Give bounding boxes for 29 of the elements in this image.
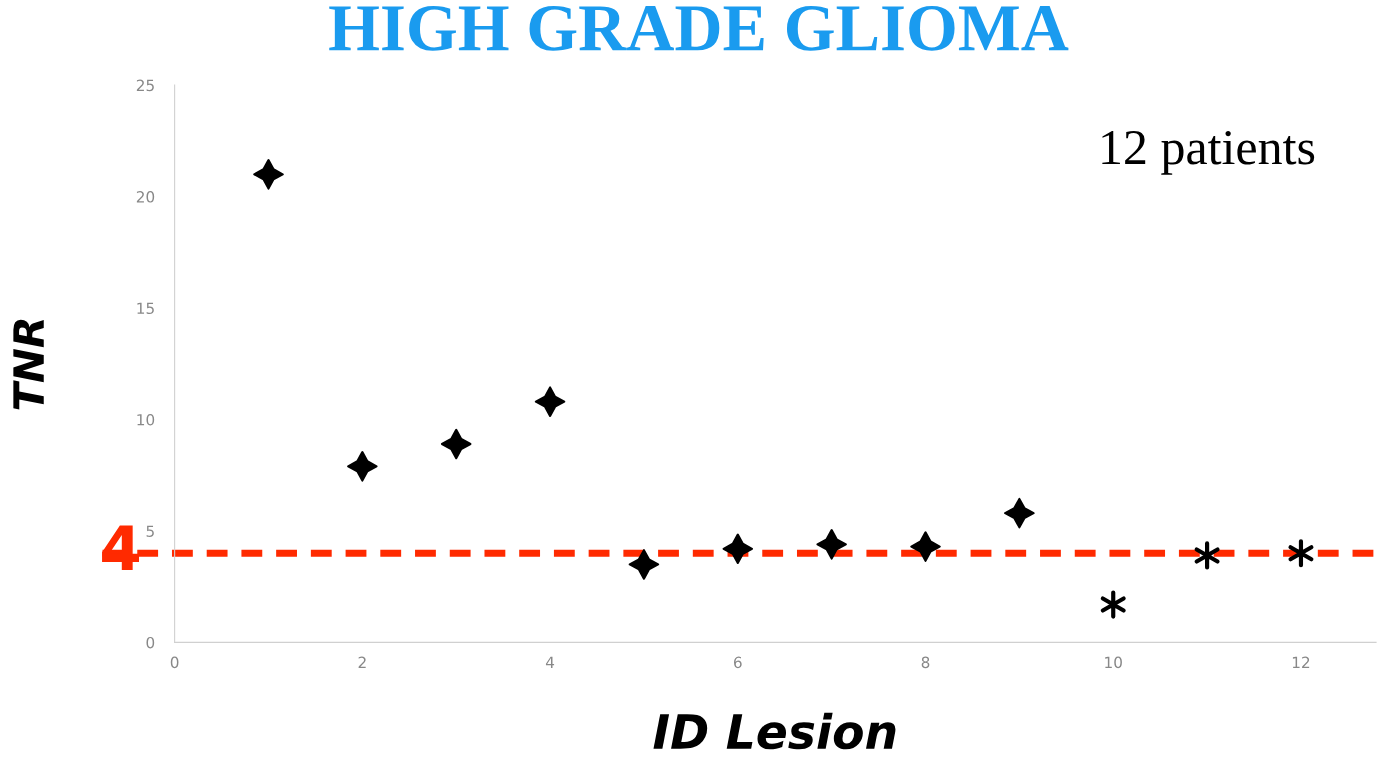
x-axis-title: ID Lesion — [653, 712, 896, 750]
x-tick-label: 8 — [921, 656, 930, 669]
point — [534, 386, 566, 417]
point — [722, 533, 754, 565]
x-tick-label: 0 — [170, 656, 179, 669]
point — [1100, 590, 1126, 619]
y-tick-label: 15 — [137, 302, 154, 315]
point — [1004, 497, 1035, 529]
point — [816, 529, 847, 560]
x-tick-label: 10 — [1105, 656, 1122, 669]
y-axis-title: TNR — [13, 319, 44, 410]
y-tick-label: 25 — [136, 79, 154, 92]
point — [1194, 541, 1220, 570]
annotation: 12 patients — [1102, 130, 1315, 175]
point — [347, 451, 378, 482]
x-tick-label: 6 — [734, 656, 742, 669]
y-tick-label: 20 — [136, 191, 155, 203]
point — [253, 159, 284, 190]
point — [440, 428, 472, 460]
x-tick-label: 4 — [545, 656, 555, 668]
x-tick-label: 12 — [1292, 656, 1310, 668]
y-tick-label: 0 — [146, 636, 155, 649]
y-tick-label: 10 — [137, 413, 155, 426]
point — [910, 531, 941, 562]
point — [628, 549, 660, 580]
x-tick-label: 2 — [358, 656, 366, 668]
point — [1288, 539, 1314, 568]
y-tick-label: 5 — [146, 525, 154, 537]
chart-title: HIGH GRADE GLIOMA — [329, 5, 1069, 51]
